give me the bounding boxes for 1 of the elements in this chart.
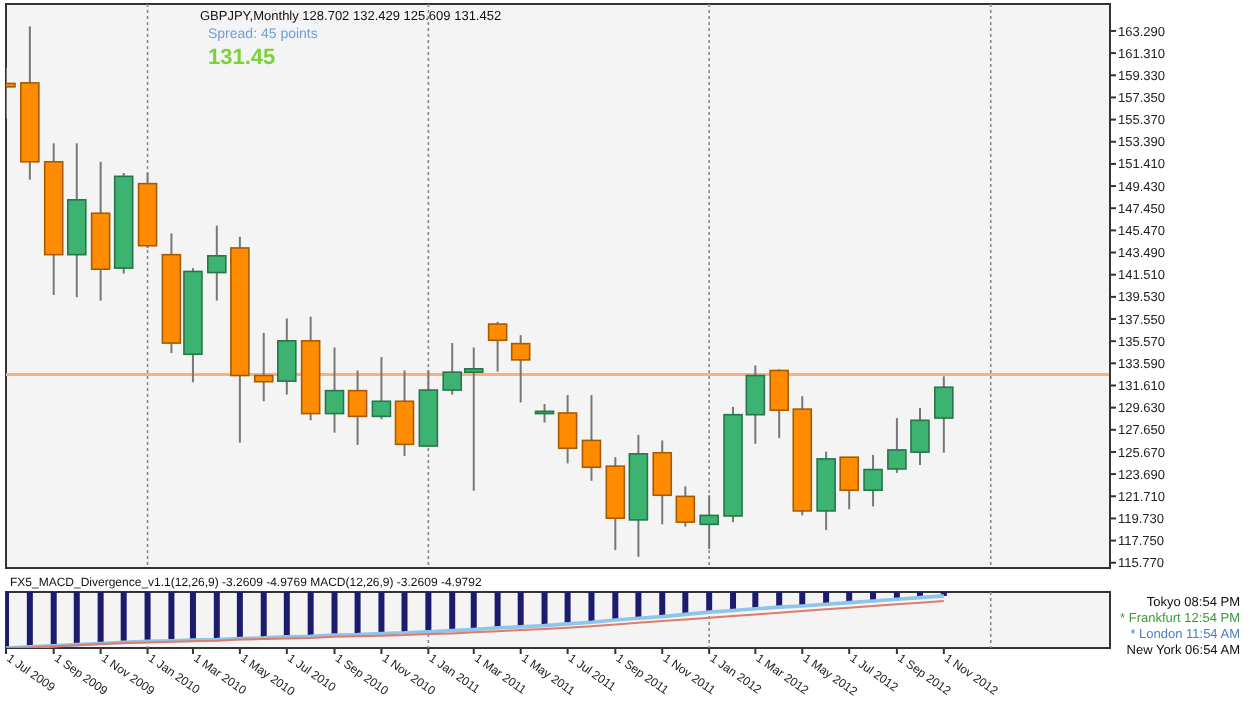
annotation: 131.45 [208, 46, 276, 70]
